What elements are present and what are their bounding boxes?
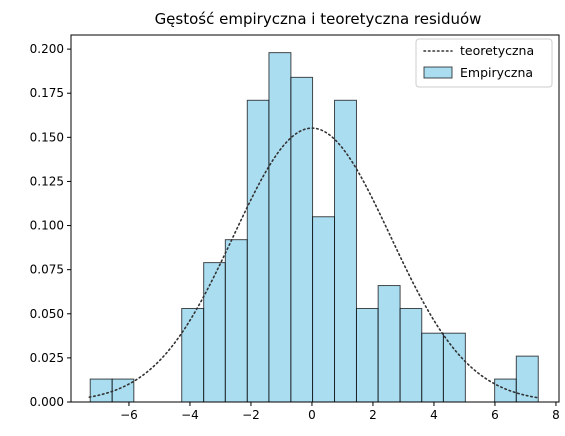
y-axis: 0.000 0.025 0.050 0.075 0.100 0.125 0.150 0.175… xyxy=(30,42,71,409)
plot-frame xyxy=(70,34,560,403)
histogram-bar xyxy=(224,239,248,403)
x-tick-label: 8 xyxy=(552,408,560,422)
y-tick-label: 0.175 xyxy=(30,86,64,100)
legend-bar-swatch xyxy=(423,66,453,79)
histogram-bar xyxy=(355,307,379,403)
histogram-bar xyxy=(494,378,517,403)
histogram-bar xyxy=(377,285,401,403)
theoretical-density-line xyxy=(88,127,540,399)
histogram-bar xyxy=(399,307,423,403)
histogram-bar xyxy=(312,216,336,403)
histogram-bar xyxy=(421,332,444,403)
histogram-bar xyxy=(181,307,205,403)
histogram-bar xyxy=(442,332,466,403)
y-tick-label: 0.100 xyxy=(30,219,64,233)
histogram-bar xyxy=(334,99,357,403)
y-tick-label: 0.050 xyxy=(30,307,64,321)
chart-title: Gęstość empiryczna i teoretyczna residuó… xyxy=(155,10,482,28)
y-tick-label: 0.000 xyxy=(30,395,64,409)
x-tick-label: 2 xyxy=(369,408,377,422)
y-tick-label: 0.025 xyxy=(30,351,64,365)
histogram-bar xyxy=(290,76,314,403)
x-tick-label: −6 xyxy=(120,408,138,422)
x-tick-label: 0 xyxy=(308,408,316,422)
y-tick-label: 0.150 xyxy=(30,130,64,144)
legend-label-theoretical: teoretyczna xyxy=(460,43,534,58)
y-tick-label: 0.075 xyxy=(30,263,64,277)
y-tick-label: 0.125 xyxy=(30,174,64,188)
histogram-bar xyxy=(246,99,270,403)
x-tick-label: −2 xyxy=(242,408,260,422)
x-tick-label: −4 xyxy=(181,408,199,422)
plot-area xyxy=(88,52,540,403)
x-axis: −6 −4 −2 0 2 4 6 8 xyxy=(120,402,560,422)
legend-label-empirical: Empiryczna xyxy=(460,65,533,80)
x-tick-label: 6 xyxy=(491,408,499,422)
x-tick-label: 4 xyxy=(430,408,438,422)
histogram-bar xyxy=(89,378,113,403)
histogram-bar xyxy=(203,262,226,403)
histogram-bar xyxy=(268,52,292,403)
y-tick-label: 0.200 xyxy=(30,42,64,56)
legend: teoretyczna Empiryczna xyxy=(415,38,553,88)
